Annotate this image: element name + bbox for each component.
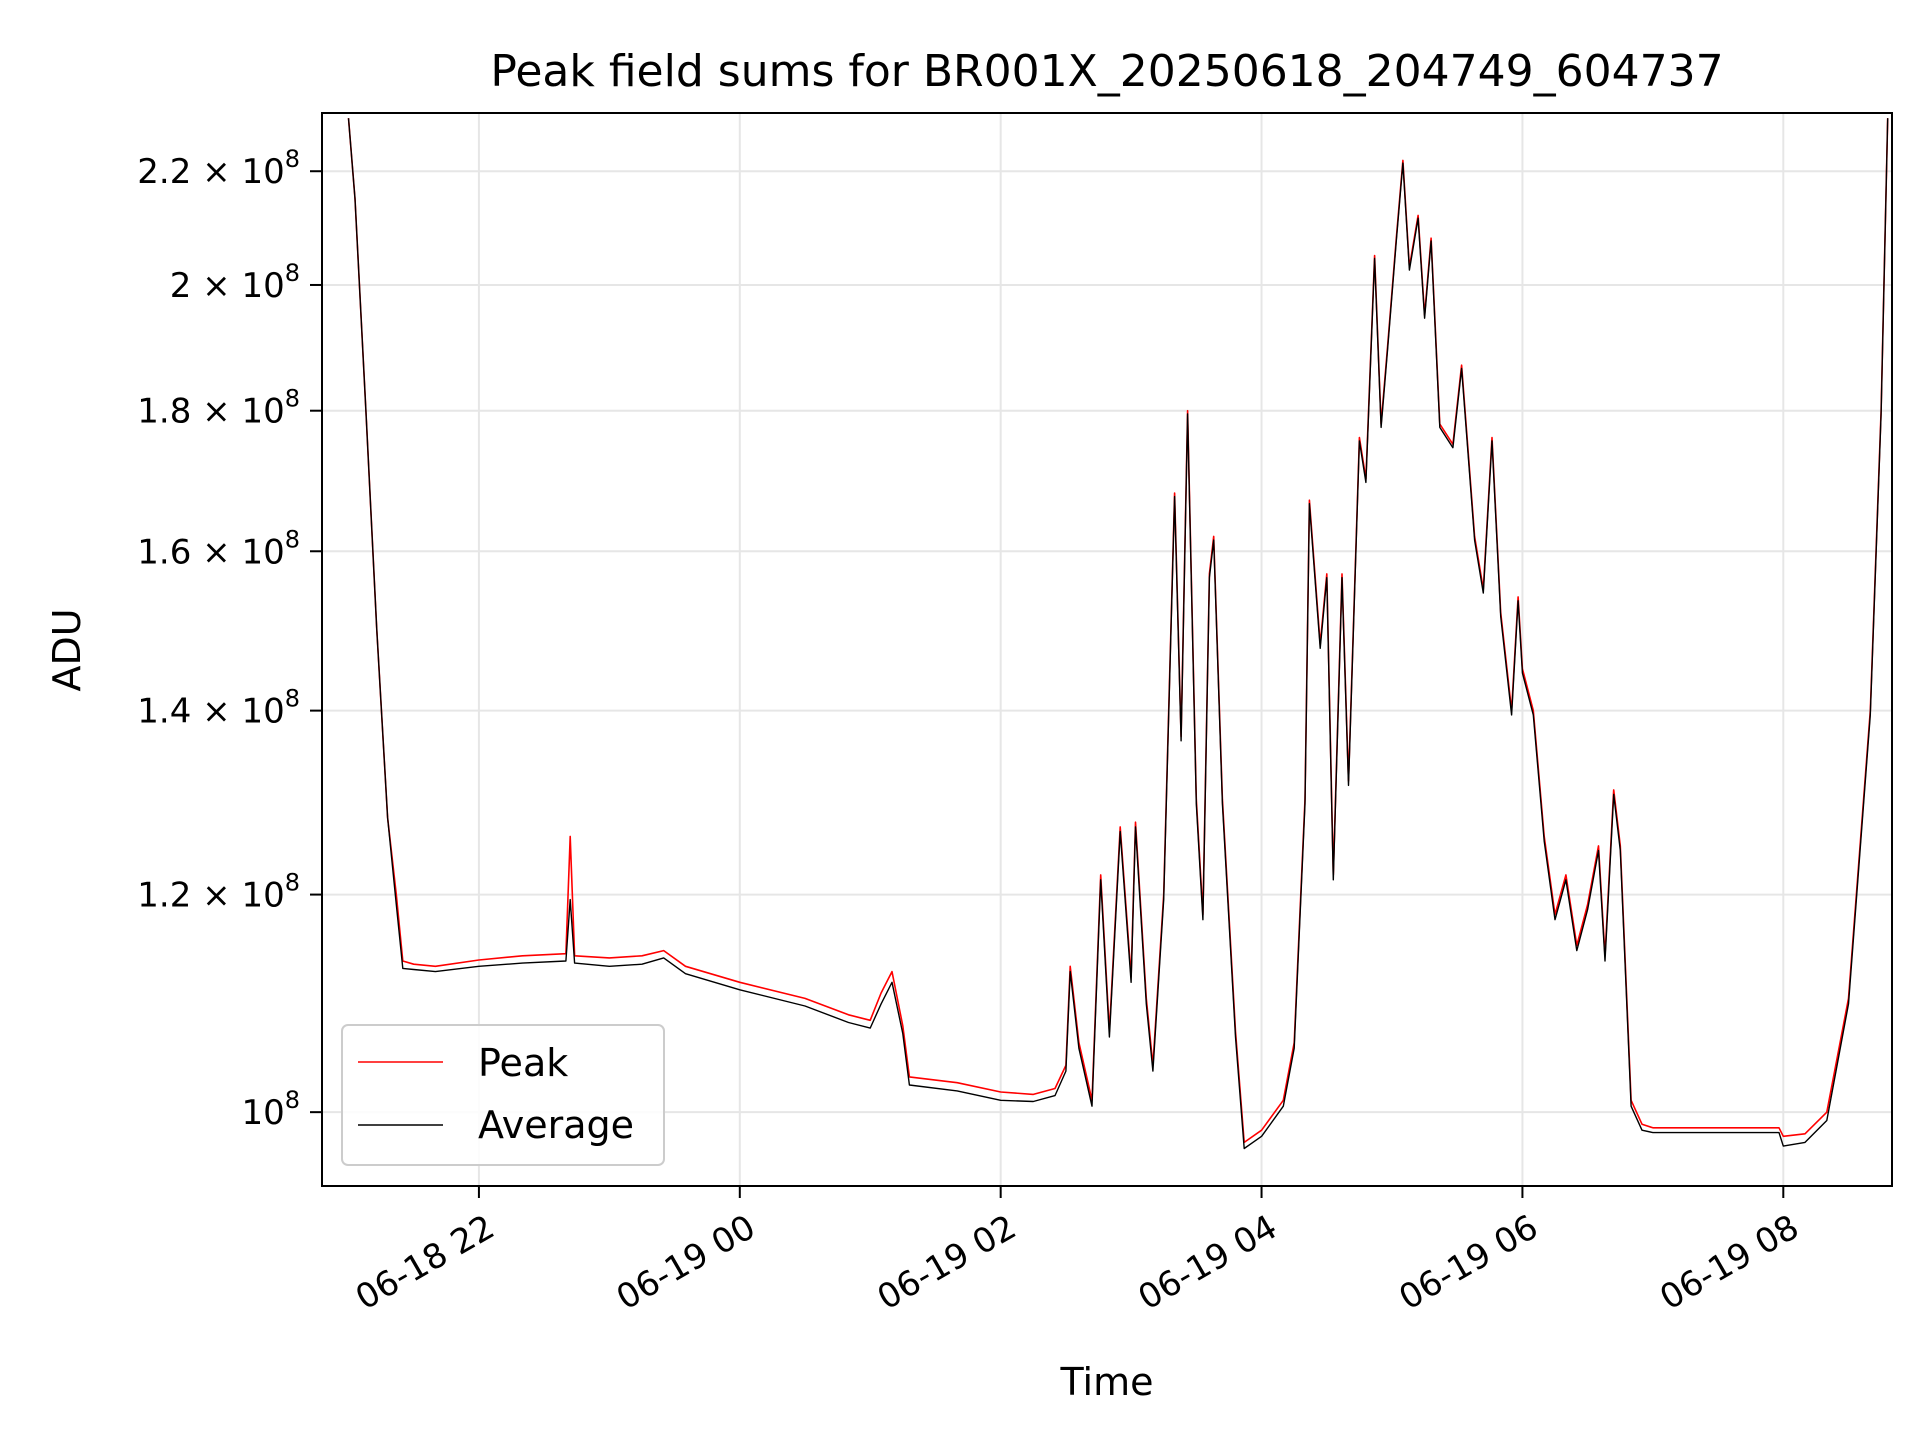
series-lines: [347, 118, 1889, 1150]
series-line-average: [347, 118, 1889, 1150]
y-axis-ticks: 108 1.2 × 108 1.4 × 108 1.6 × 108 1.8 × 108 2…: [137, 145, 322, 1133]
legend-peak-label: Peak: [478, 1041, 568, 1085]
legend-average-label: Average: [478, 1103, 634, 1147]
y-tick-label: 108: [241, 1086, 300, 1133]
y-tick-label: 2 × 108: [170, 259, 300, 306]
y-tick-label: 2.2 × 108: [137, 145, 300, 192]
legend: Peak Average: [341, 1024, 665, 1166]
plot-frame: [321, 112, 1893, 1187]
x-axis-label: Time: [1060, 1360, 1154, 1404]
grid: [322, 113, 1892, 1186]
y-axis-label: ADU: [45, 608, 89, 691]
y-tick-label: 1.8 × 108: [137, 385, 300, 432]
y-tick-label: 1.2 × 108: [137, 869, 300, 916]
y-tick-label: 1.6 × 108: [137, 525, 300, 572]
y-tick-label: 1.4 × 108: [137, 685, 300, 732]
legend-box: [341, 1024, 665, 1166]
series-line-peak: [347, 118, 1889, 1144]
chart-title: Peak field sums for BR001X_20250618_2047…: [490, 46, 1723, 97]
